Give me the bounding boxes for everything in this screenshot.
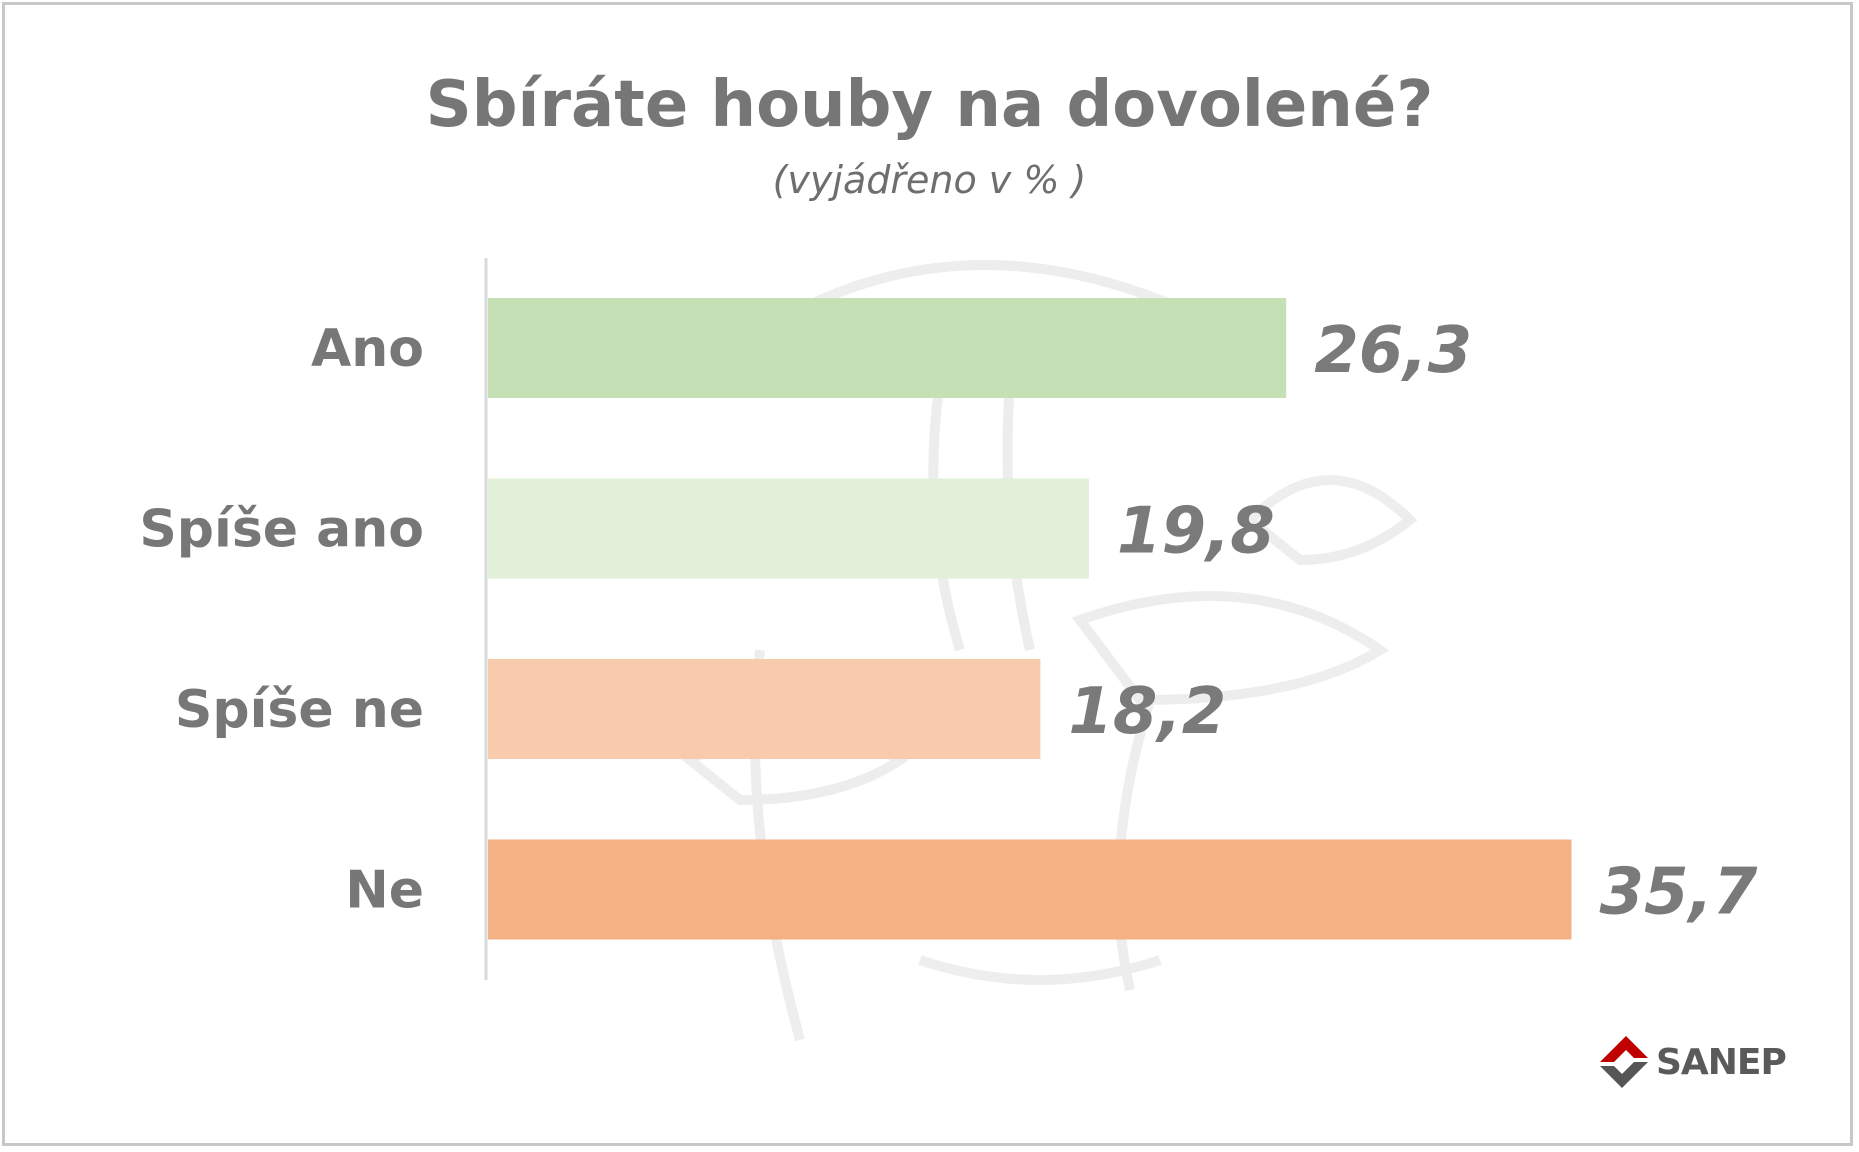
sanep-logo-text: SANEP	[1656, 1042, 1787, 1083]
bar-spise-ano	[488, 478, 1089, 579]
value-label-spise-ne: 18,2	[1068, 675, 1226, 749]
category-label-spise-ne: Spíše ne	[175, 680, 424, 740]
value-label-ano: 26,3	[1314, 314, 1472, 388]
chart-title: Sbíráte houby na dovolené?	[425, 68, 1434, 142]
chart-subtitle: (vyjádřeno v % )	[772, 158, 1087, 202]
sanep-logo: SANEP	[1590, 1022, 1810, 1102]
category-label-ne: Ne	[345, 861, 424, 921]
bar-spise-ne	[488, 659, 1041, 759]
value-label-spise-ano: 19,8	[1117, 495, 1275, 569]
category-label-ano: Ano	[311, 319, 424, 379]
bar-ne	[488, 839, 1572, 940]
category-label-spise-ano: Spíše ano	[139, 500, 424, 560]
bar-ano	[488, 298, 1287, 398]
value-label-ne: 35,7	[1599, 856, 1757, 930]
sanep-logo-icon	[1600, 1036, 1648, 1088]
